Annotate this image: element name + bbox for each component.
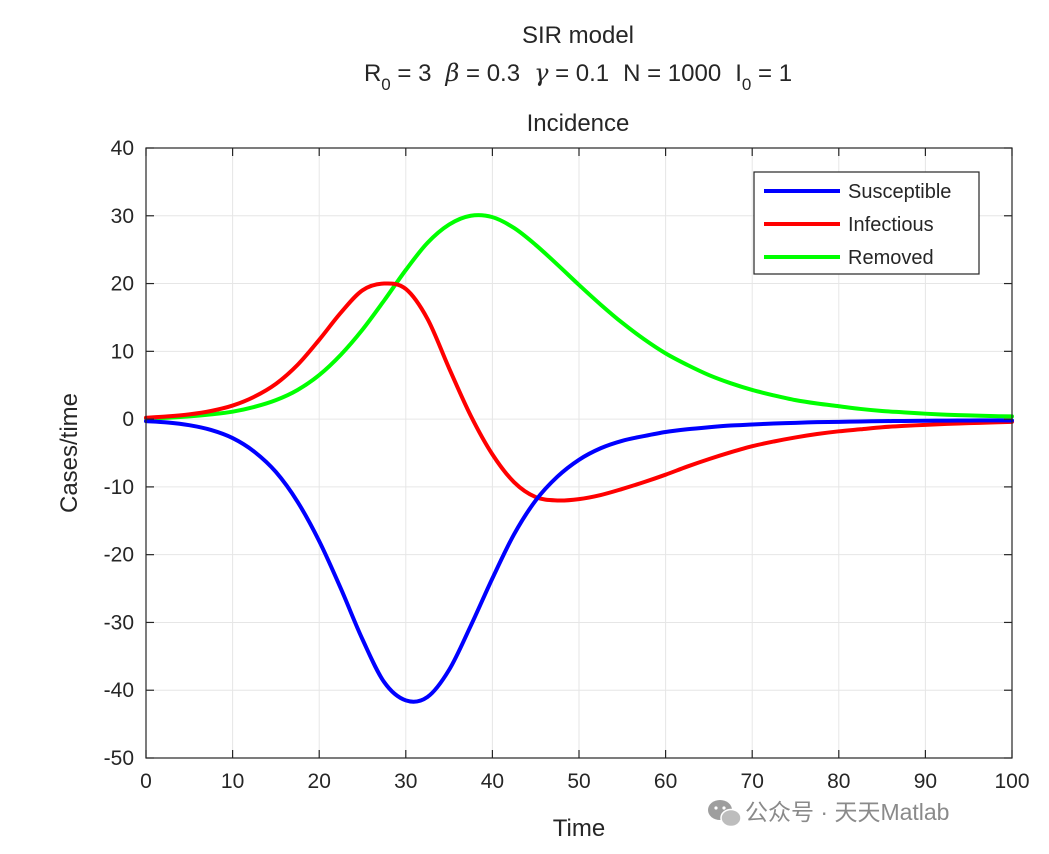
r0-symbol: R — [364, 60, 381, 87]
r0-subscript: 0 — [381, 75, 390, 94]
series-line-removed — [144, 213, 1014, 421]
x-tick-label: 50 — [567, 770, 590, 793]
n-value: N = 1000 — [623, 60, 721, 87]
y-tick-label: 20 — [111, 273, 134, 296]
wechat-icon — [708, 800, 742, 828]
legend-label-removed: Removed — [848, 247, 934, 269]
y-tick-label: 40 — [111, 137, 134, 160]
legend: Susceptible Infectious Removed — [753, 171, 980, 275]
y-tick-label: -40 — [104, 679, 134, 702]
x-tick-label: 10 — [221, 770, 244, 793]
x-tick-label: 40 — [481, 770, 504, 793]
i0-symbol: I — [735, 60, 742, 87]
legend-label-infectious: Infectious — [848, 214, 934, 236]
series-line-infectious — [144, 281, 1014, 503]
y-tick-label: 0 — [122, 408, 134, 431]
x-axis-label: Time — [553, 815, 605, 842]
beta-symbol: β — [444, 59, 459, 87]
x-tick-label: 90 — [914, 770, 937, 793]
x-tick-label: 80 — [827, 770, 850, 793]
panel-title: Incidence — [527, 110, 630, 137]
watermark-text: 公众号 · 天天Matlab — [745, 799, 949, 825]
chart-title: SIR model — [522, 22, 634, 49]
y-tick-label: 30 — [111, 205, 134, 228]
x-tick-label: 60 — [654, 770, 677, 793]
gamma-value: = 0.1 — [548, 60, 609, 87]
x-tick-label: 70 — [741, 770, 764, 793]
watermark: 公众号 · 天天Matlab — [708, 799, 949, 828]
x-tick-label: 0 — [140, 770, 152, 793]
y-tick-label: -10 — [104, 476, 134, 499]
gamma-symbol: γ — [534, 59, 549, 87]
y-tick-label: -30 — [104, 611, 134, 634]
series-lines — [144, 213, 1014, 704]
y-tick-label: -20 — [104, 544, 134, 567]
legend-label-susceptible: Susceptible — [848, 181, 951, 203]
y-tick-label: -50 — [104, 747, 134, 770]
beta-value: = 0.3 — [459, 60, 520, 87]
x-tick-label: 100 — [994, 770, 1029, 793]
r0-value: = 3 — [391, 60, 432, 87]
series-line-susceptible — [144, 418, 1014, 704]
y-axis-label: Cases/time — [56, 393, 83, 513]
x-tick-label: 20 — [308, 770, 331, 793]
i0-value: = 1 — [751, 60, 792, 87]
i0-subscript: 0 — [742, 75, 751, 94]
y-tick-label: 10 — [111, 340, 134, 363]
x-tick-label: 30 — [394, 770, 417, 793]
ticks: 0 10 20 30 40 50 60 70 80 90 100 -50 -40 -30 -20 -10 0 10… — [104, 137, 1030, 793]
